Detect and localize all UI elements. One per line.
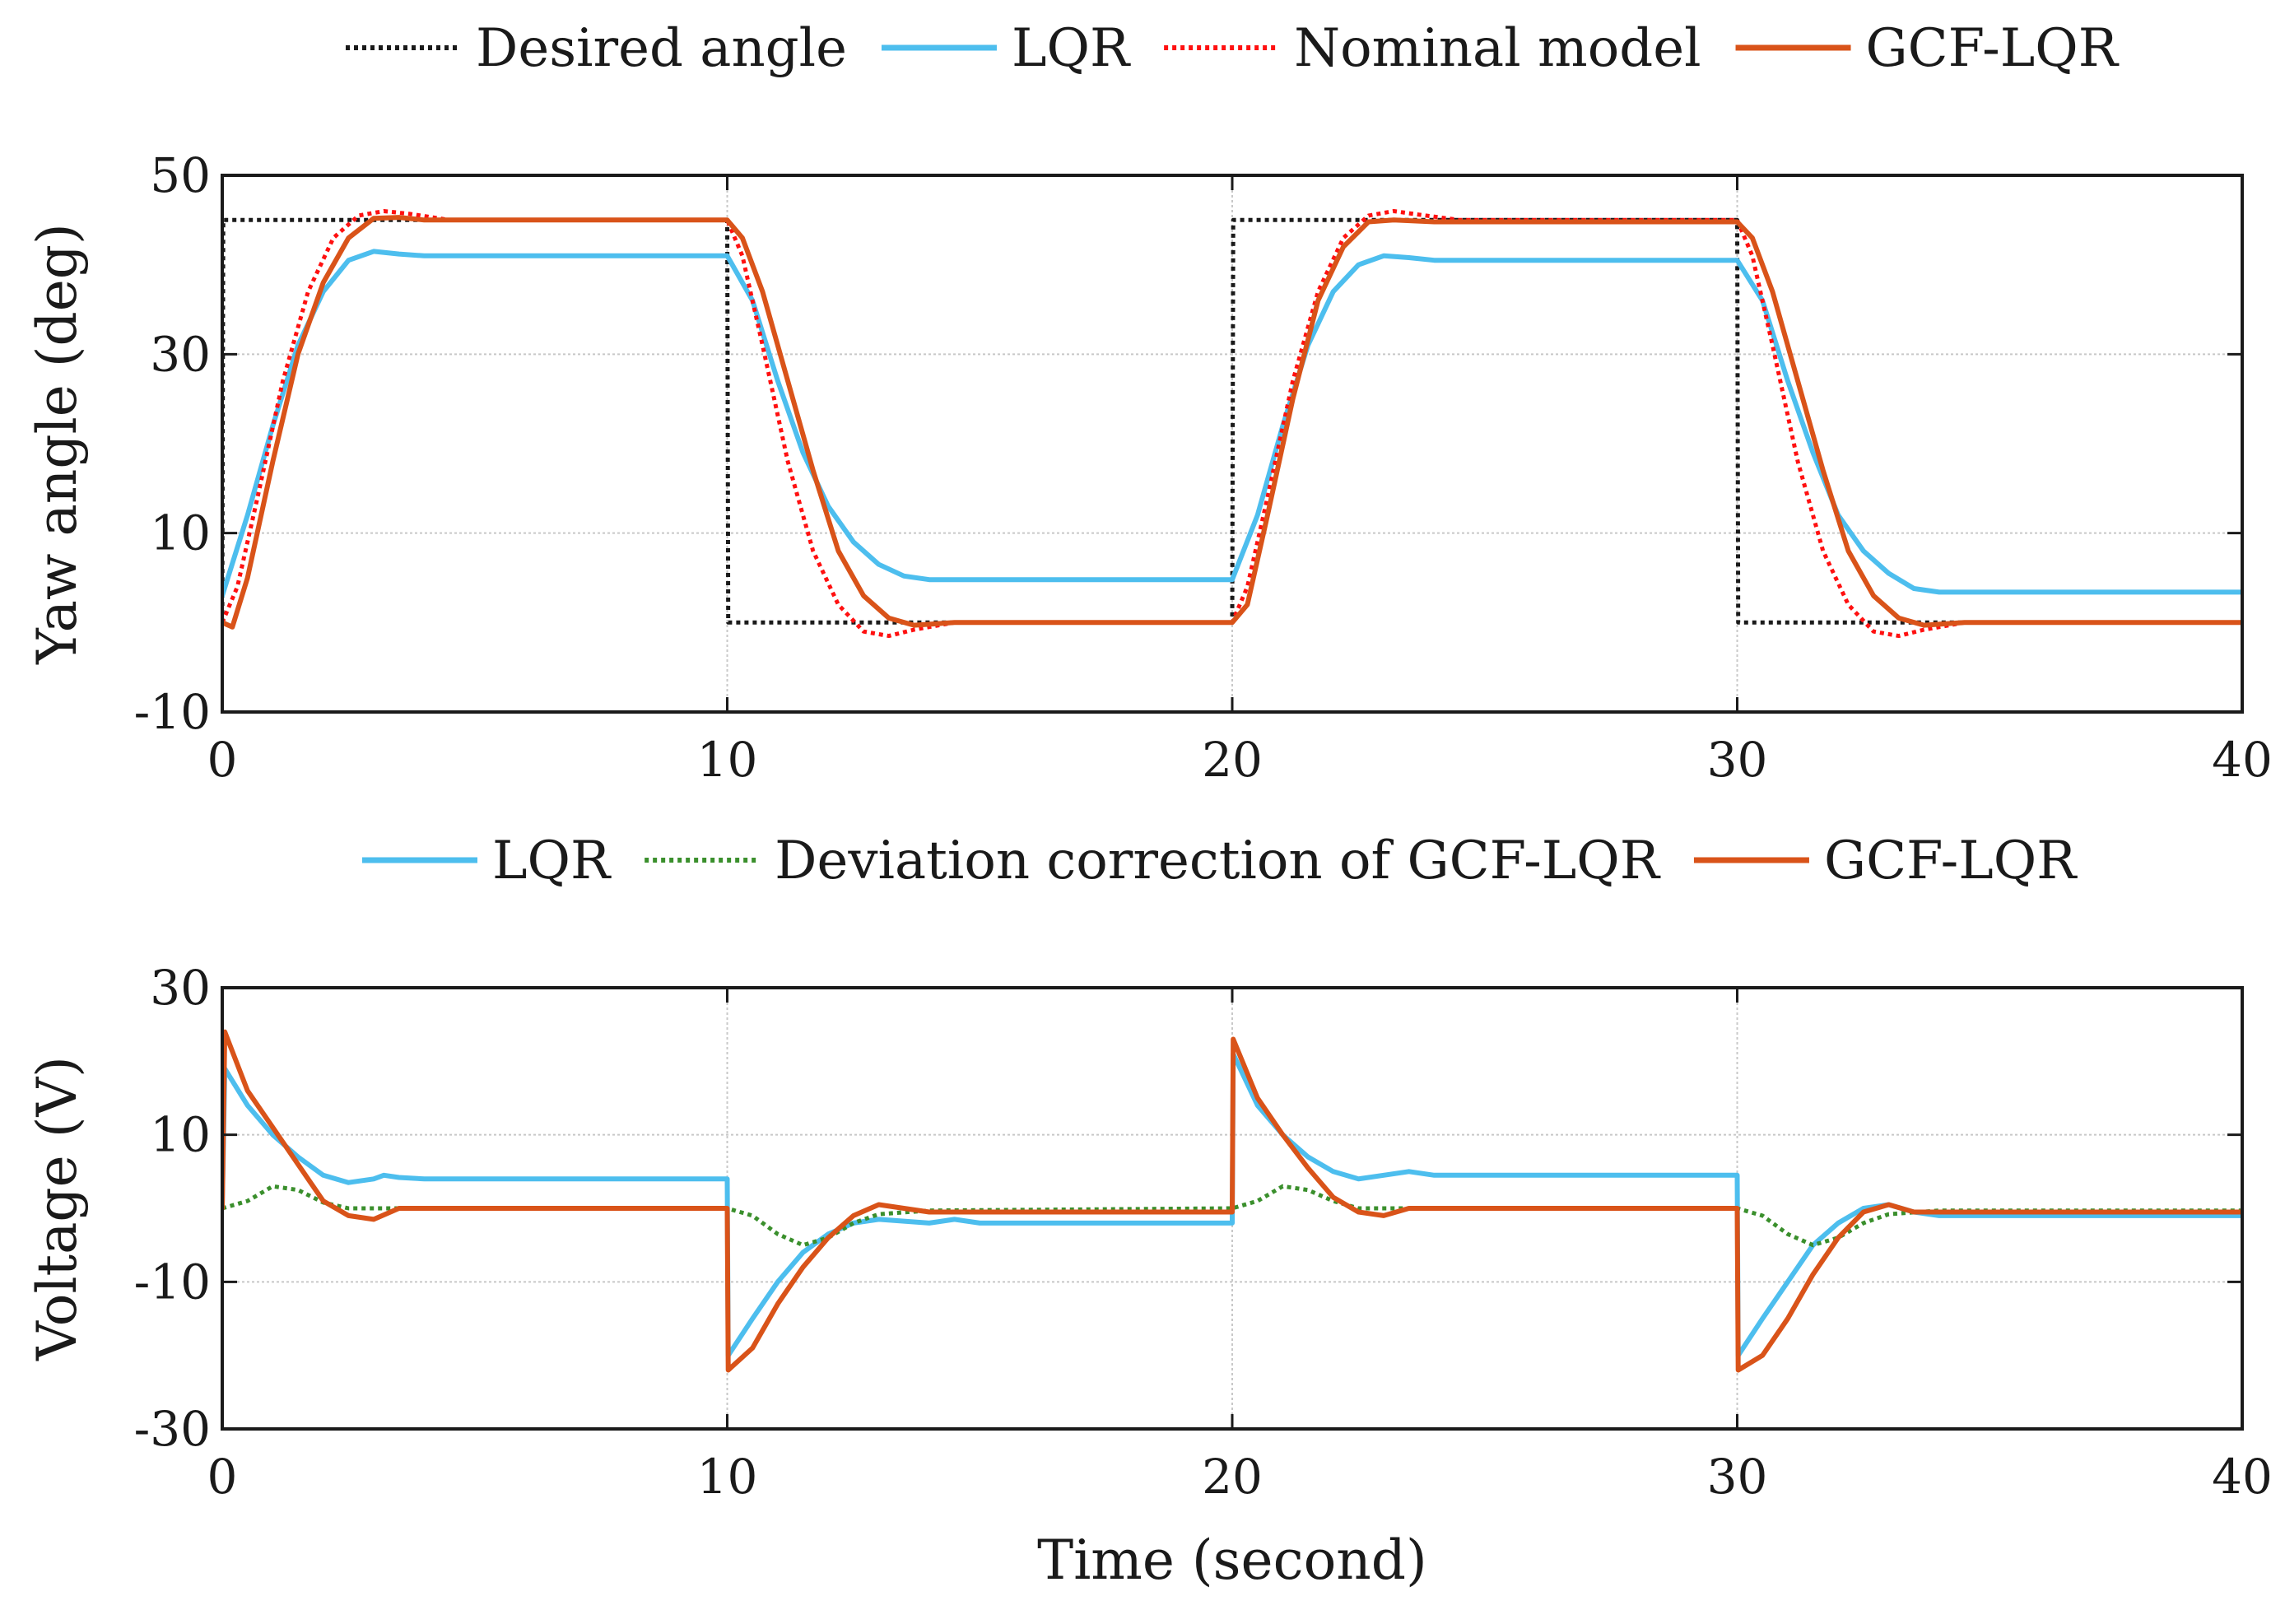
x-tick-label: 40 — [2212, 1449, 2273, 1505]
y-tick-label: 50 — [150, 147, 211, 203]
legend-label-gcf-lqr: GCF-LQR — [1824, 831, 2078, 891]
x-tick-label: 40 — [2212, 732, 2273, 788]
ticks: 0 10 20 30 40 -10 10 30 50 — [134, 147, 2273, 788]
y-tick-label: 30 — [150, 326, 211, 382]
x-tick-label: 20 — [1202, 1449, 1263, 1505]
x-tick-label: 10 — [697, 1449, 758, 1505]
x-tick-label: 20 — [1202, 732, 1263, 788]
series-line-deviation-correction-of-gcf-lqr — [222, 1184, 2242, 1248]
y-tick-label: -10 — [134, 684, 211, 740]
x-tick-label: 10 — [697, 732, 758, 788]
series-line-lqr — [222, 249, 2242, 598]
y-tick-label: 10 — [150, 1107, 211, 1163]
voltage-chart: 0 10 20 30 40 -30 -10 10 30 Voltage (V) Time (seco… — [26, 831, 2273, 1592]
legend-label-deviation-correction-of-gcf-lqr: Deviation correction of GCF-LQR — [775, 831, 1661, 891]
x-tick-label: 30 — [1707, 1449, 1768, 1505]
y-tick-label: -30 — [134, 1401, 211, 1457]
legend-label-nominal-model: Nominal model — [1294, 18, 1701, 79]
series-line-lqr — [222, 1051, 2242, 1358]
series-group — [222, 209, 2242, 639]
ticks: 0 10 20 30 40 -30 -10 10 30 — [134, 960, 2273, 1505]
series-line-gcf-lqr — [222, 215, 2242, 630]
x-tick-label: 30 — [1707, 732, 1768, 788]
x-axis-label: Time (second) — [1037, 1529, 1427, 1592]
yaw-angle-chart: 0 10 20 30 40 -10 10 30 50 Yaw angle (deg) Desired… — [26, 18, 2273, 788]
y-tick-label: 30 — [150, 960, 211, 1016]
x-tick-label: 0 — [207, 1449, 238, 1505]
series-group — [222, 1029, 2242, 1373]
legend: Desired angle LQR Nominal model GCF-LQR — [346, 18, 2120, 79]
legend-label-gcf-lqr: GCF-LQR — [1866, 18, 2120, 79]
y-axis-label: Yaw angle (deg) — [26, 223, 89, 665]
series-line-gcf-lqr — [222, 1029, 2242, 1373]
legend-label-lqr: LQR — [492, 831, 612, 891]
legend-label-lqr: LQR — [1012, 18, 1131, 79]
legend-label-desired-angle: Desired angle — [476, 18, 847, 79]
x-tick-label: 0 — [207, 732, 238, 788]
y-tick-label: -10 — [134, 1254, 211, 1310]
y-tick-label: 10 — [150, 505, 211, 561]
legend: LQR Deviation correction of GCF-LQR GCF-LQ… — [362, 831, 2078, 891]
y-axis-label: Voltage (V) — [26, 1056, 89, 1361]
